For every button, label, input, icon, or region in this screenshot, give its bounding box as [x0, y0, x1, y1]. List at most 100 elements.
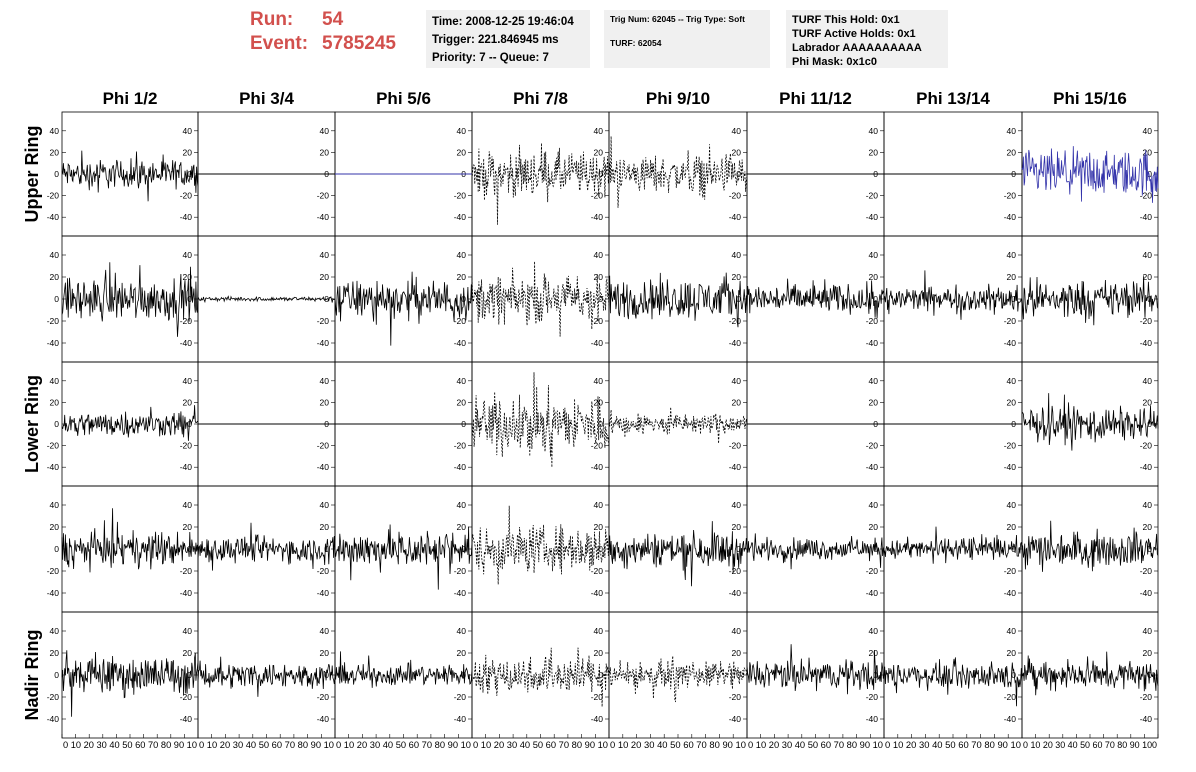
labrador-line: Labrador AAAAAAAAAA	[792, 42, 922, 54]
ytick-label: 40	[732, 376, 742, 386]
panel-frame-r1-c4	[471, 111, 610, 237]
trace-line-r4-c4	[471, 505, 610, 585]
column-header-3: Phi 5/6	[376, 89, 431, 108]
ytick-label: 20	[1007, 522, 1017, 532]
ytick-label: -40	[591, 462, 604, 472]
trace-line-r4-c6	[746, 533, 885, 570]
ytick-label: 20	[732, 272, 742, 282]
ytick-label: -20	[1004, 191, 1017, 201]
ytick-label: 20	[183, 648, 193, 658]
ytick-label-left: 20	[50, 147, 60, 157]
trace-line-r4-c5	[608, 521, 748, 587]
ytick-label: 20	[869, 397, 879, 407]
ytick-label: -40	[591, 338, 604, 348]
event-value: 5785245	[322, 33, 396, 54]
ytick-label: -20	[591, 566, 604, 576]
column-header-6: Phi 11/12	[779, 89, 852, 108]
ytick-label: -20	[180, 692, 193, 702]
ytick-label-left: 0	[54, 544, 59, 554]
ytick-label: -20	[454, 316, 467, 326]
trace-line-r4-c3	[334, 524, 473, 590]
ytick-label: -40	[729, 212, 742, 222]
turf-info-box: TURF This Hold: 0x1 TURF Active Holds: 0…	[786, 10, 948, 68]
ytick-label: -20	[729, 191, 742, 201]
ytick-label: 20	[594, 272, 604, 282]
ytick-label: 40	[183, 250, 193, 260]
xtick-labels-c7: 0 10 20 30 40 50 60 70 80 90 10	[885, 740, 1021, 750]
ytick-label: 20	[183, 147, 193, 157]
ytick-label: -20	[1140, 566, 1153, 576]
ytick-label: -20	[866, 566, 879, 576]
ytick-label-left: 0	[54, 670, 59, 680]
ytick-label: 20	[732, 648, 742, 658]
ytick-label: -40	[454, 714, 467, 724]
ytick-label: -40	[866, 714, 879, 724]
ytick-label: 20	[1143, 397, 1153, 407]
ytick-label-left: 0	[54, 169, 59, 179]
ytick-label: 40	[320, 626, 330, 636]
ytick-label-left: -20	[47, 566, 60, 576]
ytick-label: 20	[1143, 648, 1153, 658]
ytick-label: -20	[454, 191, 467, 201]
ytick-label: -20	[866, 692, 879, 702]
ytick-label-left: 40	[50, 500, 60, 510]
ytick-label: -40	[1004, 588, 1017, 598]
ytick-label: 40	[1143, 376, 1153, 386]
ytick-label: -40	[1004, 714, 1017, 724]
ytick-label: 40	[732, 626, 742, 636]
ytick-label: -40	[729, 588, 742, 598]
ytick-label: 20	[320, 648, 330, 658]
column-header-5: Phi 9/10	[646, 89, 710, 108]
ytick-label: -40	[1140, 588, 1153, 598]
column-header-8: Phi 15/16	[1053, 89, 1127, 108]
ytick-label: -20	[591, 692, 604, 702]
row-header-1: Upper Ring	[22, 126, 42, 223]
ytick-label: 0	[187, 544, 192, 554]
ytick-label: 20	[594, 522, 604, 532]
ytick-label: -20	[591, 191, 604, 201]
ytick-label: 40	[183, 626, 193, 636]
trace-line-r2-c7	[883, 270, 1023, 320]
ytick-label: 20	[594, 648, 604, 658]
ytick-label-left: -40	[47, 338, 60, 348]
ytick-label-left: -20	[47, 316, 60, 326]
ytick-label: 40	[869, 250, 879, 260]
run-event-box: Run: 54 Event: 5785245	[250, 8, 396, 56]
ytick-label: -20	[1004, 692, 1017, 702]
ytick-label: -40	[866, 588, 879, 598]
ytick-label: -20	[180, 441, 193, 451]
ytick-label: 20	[732, 397, 742, 407]
ytick-label: 40	[732, 500, 742, 510]
ytick-label: 20	[457, 147, 467, 157]
xtick-labels-c4: 0 10 20 30 40 50 60 70 80 90 10	[473, 740, 608, 750]
ytick-label: -40	[1140, 462, 1153, 472]
ytick-label: -20	[1140, 692, 1153, 702]
time-line: Time: 2008-12-25 19:46:04	[432, 16, 574, 28]
ytick-label: 40	[732, 126, 742, 136]
row-header-5: Nadir Ring	[22, 629, 42, 720]
ytick-label: -40	[1140, 338, 1153, 348]
phi-mask-line: Phi Mask: 0x1c0	[792, 56, 877, 68]
ytick-label-left: 40	[50, 126, 60, 136]
ytick-label: 0	[598, 670, 603, 680]
row-header-3: Lower Ring	[22, 375, 42, 473]
ytick-label: 0	[736, 169, 741, 179]
ytick-label: 40	[457, 126, 467, 136]
ytick-label: -20	[317, 316, 330, 326]
ytick-label: -20	[317, 191, 330, 201]
ytick-label-left: -40	[47, 714, 60, 724]
trace-line-r1-c4	[471, 143, 610, 225]
trace-line-r2-c8	[1021, 276, 1159, 326]
ytick-label: 40	[183, 376, 193, 386]
ytick-label: -20	[866, 441, 879, 451]
ytick-label: 40	[1007, 500, 1017, 510]
ytick-label: -20	[454, 441, 467, 451]
ytick-label: 40	[869, 500, 879, 510]
ytick-label: 20	[457, 648, 467, 658]
ytick-label: -40	[1140, 212, 1153, 222]
turf-hold-line: TURF This Hold: 0x1	[792, 14, 900, 26]
ytick-label: 0	[598, 169, 603, 179]
ytick-label: 20	[183, 272, 193, 282]
ytick-label: 40	[1007, 250, 1017, 260]
